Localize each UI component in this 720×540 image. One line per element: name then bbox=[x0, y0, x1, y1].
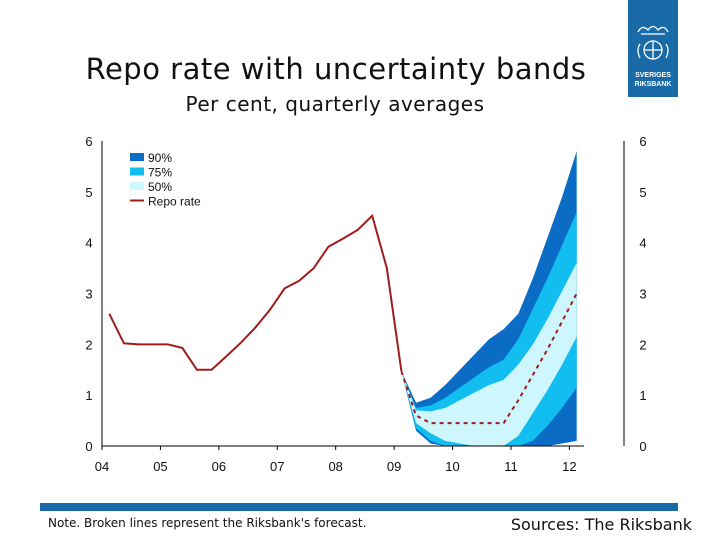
x-tick-label: 08 bbox=[328, 459, 342, 474]
x-tick-label: 06 bbox=[212, 459, 226, 474]
footer-note: Note. Broken lines represent the Riksban… bbox=[48, 516, 367, 530]
x-tick-label: 10 bbox=[445, 459, 459, 474]
y-tick-label-left: 1 bbox=[85, 388, 92, 403]
x-tick-label: 09 bbox=[387, 459, 401, 474]
footer-sources: Sources: The Riksbank bbox=[510, 515, 692, 534]
y-tick-label-left: 5 bbox=[85, 185, 92, 200]
logo-line-2: RIKSBANK bbox=[634, 81, 672, 88]
x-tick-label: 12 bbox=[562, 459, 576, 474]
y-tick-label-left: 0 bbox=[85, 439, 92, 454]
band-50 bbox=[401, 263, 577, 446]
y-tick-label-left: 4 bbox=[85, 236, 92, 251]
legend-swatch bbox=[130, 182, 144, 190]
legend-swatch bbox=[130, 153, 144, 161]
x-tick-label: 05 bbox=[153, 459, 167, 474]
y-tick-label-right: 2 bbox=[639, 337, 646, 352]
y-tick-label-right: 5 bbox=[639, 185, 646, 200]
y-tick-label-right: 1 bbox=[639, 388, 646, 403]
legend-label: 75% bbox=[148, 166, 172, 180]
riksbank-crest-icon bbox=[637, 25, 669, 60]
legend-label: Repo rate bbox=[148, 195, 201, 209]
page-subtitle: Per cent, quarterly averages bbox=[185, 92, 485, 116]
legend-swatch bbox=[130, 167, 144, 176]
y-tick-label-left: 3 bbox=[85, 287, 92, 302]
x-tick-label: 11 bbox=[504, 459, 518, 474]
y-tick-label-right: 4 bbox=[639, 236, 646, 251]
y-tick-label-right: 0 bbox=[639, 439, 646, 454]
repo-rate-line bbox=[108, 213, 403, 372]
repo-rate-chart: 0 01 12 23 34 45 56 604 05 06 07 08 09 10 11 1290%75%50… bbox=[85, 134, 646, 474]
footer-rule bbox=[40, 503, 678, 511]
page-title: Repo rate with uncertainty bands bbox=[85, 52, 587, 86]
y-tick-label-right: 3 bbox=[639, 287, 646, 302]
y-tick-label-left: 2 bbox=[85, 337, 92, 352]
legend-label: 50% bbox=[148, 180, 172, 194]
y-tick-label-right: 6 bbox=[639, 134, 646, 149]
logo-line-1: SVERIGES bbox=[635, 72, 671, 79]
x-tick-label: 07 bbox=[270, 459, 284, 474]
y-tick-label-left: 6 bbox=[85, 134, 92, 149]
repo-rate-forecast-line bbox=[400, 293, 578, 425]
x-tick-label: 04 bbox=[95, 459, 109, 474]
legend-label: 90% bbox=[148, 151, 172, 165]
riksbank-logo: SVERIGES RIKSBANK bbox=[628, 0, 678, 97]
